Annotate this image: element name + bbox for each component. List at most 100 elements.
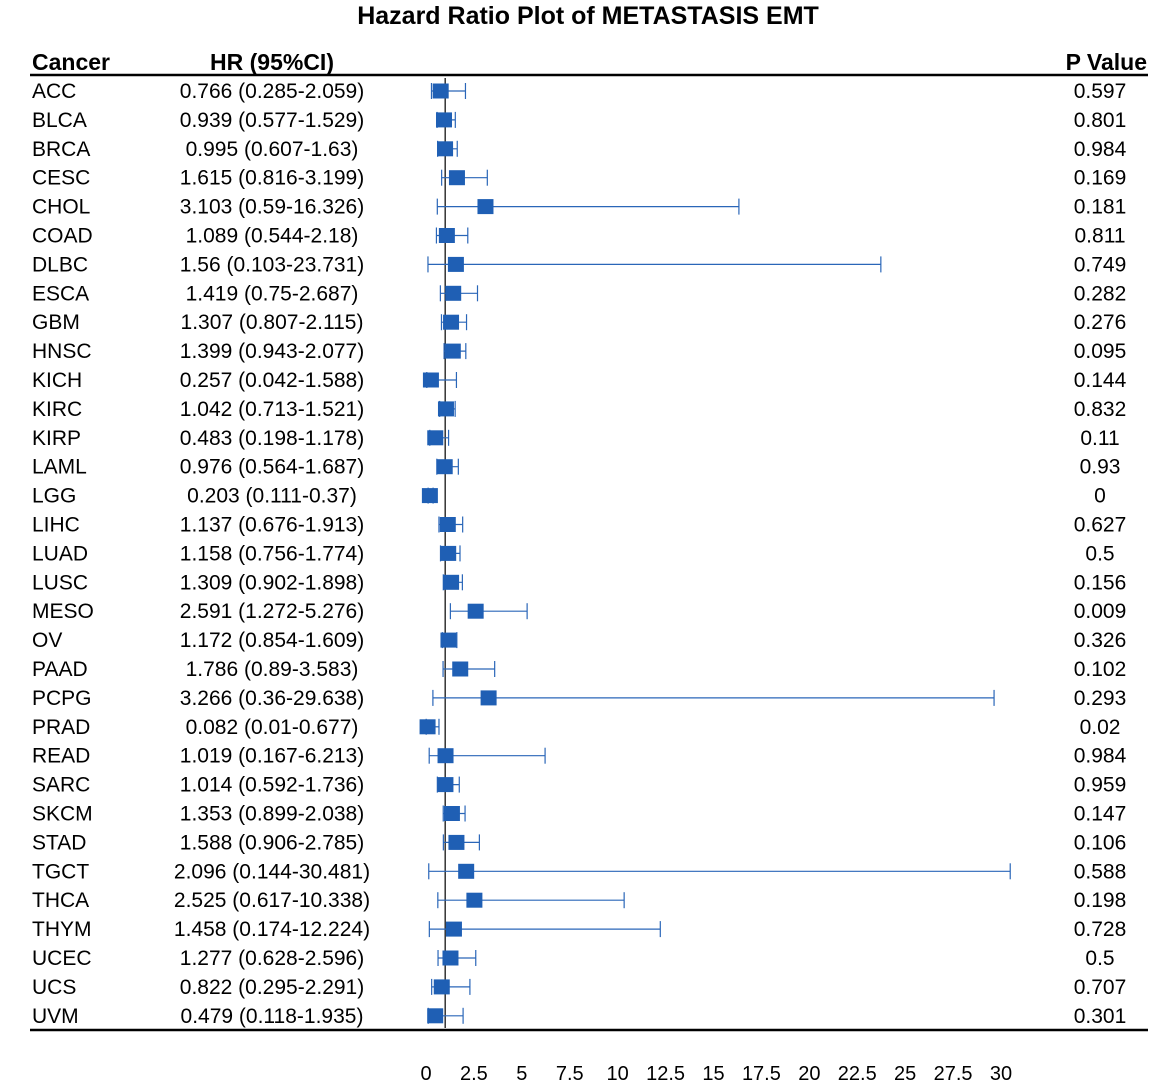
x-tick-label: 22.5 [838, 1063, 877, 1085]
hr-marker [419, 719, 436, 735]
hr-ci-text: 0.257 (0.042-1.588) [180, 369, 364, 392]
p-value: 0.106 [1074, 831, 1127, 854]
hr-marker [427, 1008, 444, 1024]
cancer-label: COAD [32, 225, 93, 248]
row-read: READ 1.019 (0.167-6.213) 0.984 [32, 745, 1127, 768]
p-value: 0.144 [1074, 369, 1127, 392]
x-tick-label: 5 [516, 1063, 527, 1085]
cancer-label: UVM [32, 1005, 79, 1028]
cancer-label: CESC [32, 167, 90, 190]
p-value: 0.832 [1074, 398, 1127, 421]
row-stad: STAD 1.588 (0.906-2.785) 0.106 [32, 831, 1126, 854]
cancer-label: OV [32, 629, 62, 652]
hr-ci-text: 1.089 (0.544-2.18) [186, 225, 359, 248]
p-value: 0.169 [1074, 167, 1127, 190]
hr-ci-text: 1.158 (0.756-1.774) [180, 542, 364, 565]
row-chol: CHOL 3.103 (0.59-16.326) 0.181 [32, 196, 1126, 219]
hr-ci-text: 1.419 (0.75-2.687) [186, 282, 359, 305]
hr-ci-text: 0.995 (0.607-1.63) [186, 138, 359, 161]
row-thym: THYM 1.458 (0.174-12.224) 0.728 [32, 918, 1126, 941]
x-tick-label: 2.5 [460, 1063, 488, 1085]
row-kirc: KIRC 1.042 (0.713-1.521) 0.832 [32, 398, 1126, 421]
hr-marker [443, 574, 460, 590]
hr-marker [448, 170, 465, 186]
hr-marker [467, 603, 484, 619]
cancer-label: KIRP [32, 427, 81, 450]
p-value: 0.293 [1074, 687, 1127, 710]
hr-ci-text: 0.766 (0.285-2.059) [180, 80, 364, 103]
hr-ci-text: 1.042 (0.713-1.521) [180, 398, 364, 421]
row-lusc: LUSC 1.309 (0.902-1.898) 0.156 [32, 571, 1126, 594]
cancer-label: READ [32, 745, 90, 768]
cancer-label: CHOL [32, 196, 90, 219]
hr-ci-text: 2.096 (0.144-30.481) [174, 860, 370, 883]
p-value: 0 [1094, 485, 1106, 508]
hr-ci-text: 2.591 (1.272-5.276) [180, 600, 364, 623]
p-value: 0.147 [1074, 803, 1127, 826]
p-value: 0.11 [1080, 427, 1119, 450]
x-tick-label: 12.5 [646, 1063, 685, 1085]
hr-marker [439, 517, 456, 532]
hr-marker [436, 459, 453, 475]
row-coad: COAD 1.089 (0.544-2.18) 0.811 [32, 225, 1126, 248]
hr-marker [437, 777, 454, 793]
hr-ci-text: 1.307 (0.807-2.115) [181, 311, 364, 334]
hr-ci-text: 1.786 (0.89-3.583) [186, 658, 359, 681]
hr-marker [445, 285, 462, 301]
row-lgg: LGG 0.203 (0.111-0.37) 0 [32, 485, 1106, 508]
hr-marker [433, 979, 450, 995]
row-laml: LAML 0.976 (0.564-1.687) 0.93 [32, 456, 1120, 479]
x-tick-label: 25 [894, 1063, 916, 1085]
row-ov: OV 1.172 (0.854-1.609) 0.326 [32, 629, 1126, 652]
cancer-label: UCEC [32, 947, 92, 970]
hr-ci-text: 1.172 (0.854-1.609) [180, 629, 364, 652]
cancer-label: ACC [32, 80, 76, 103]
x-tick-label: 10 [607, 1063, 629, 1085]
row-skcm: SKCM 1.353 (0.899-2.038) 0.147 [32, 803, 1126, 826]
row-cesc: CESC 1.615 (0.816-3.199) 0.169 [32, 167, 1126, 190]
hr-marker [480, 690, 497, 706]
x-tick-label: 30 [990, 1063, 1012, 1085]
cancer-label: THCA [32, 889, 89, 912]
cancer-label: KIRC [32, 398, 82, 421]
hr-marker [448, 834, 465, 850]
row-blca: BLCA 0.939 (0.577-1.529) 0.801 [32, 109, 1126, 132]
cancer-label: PAAD [32, 658, 88, 681]
row-acc: ACC 0.766 (0.285-2.059) 0.597 [32, 80, 1126, 103]
hr-marker [432, 83, 449, 99]
hr-ci-text: 0.483 (0.198-1.178) [180, 427, 364, 450]
hr-ci-text: 1.458 (0.174-12.224) [174, 918, 370, 941]
p-value: 0.959 [1074, 774, 1127, 797]
cancer-label: THYM [32, 918, 92, 941]
p-value: 0.156 [1074, 571, 1127, 594]
hr-ci-text: 1.309 (0.902-1.898) [180, 571, 364, 594]
hr-ci-text: 1.137 (0.676-1.913) [180, 514, 364, 537]
p-value: 0.984 [1074, 745, 1127, 768]
row-prad: PRAD 0.082 (0.01-0.677) 0.02 [32, 716, 1120, 739]
p-value: 0.276 [1074, 311, 1127, 334]
cancer-label: ESCA [32, 282, 89, 305]
hr-marker [443, 806, 460, 821]
hr-marker [435, 112, 452, 128]
cancer-label: TGCT [32, 860, 89, 883]
row-luad: LUAD 1.158 (0.756-1.774) 0.5 [32, 542, 1115, 565]
p-value: 0.102 [1074, 658, 1127, 681]
hr-marker [444, 343, 461, 359]
header-hr: HR (95%CI) [210, 49, 334, 75]
hr-marker [437, 401, 454, 417]
hr-marker [422, 372, 439, 388]
x-tick-label: 27.5 [934, 1063, 973, 1085]
row-gbm: GBM 1.307 (0.807-2.115) 0.276 [32, 311, 1126, 334]
header-p-value: P Value [1066, 49, 1147, 75]
row-hnsc: HNSC 1.399 (0.943-2.077) 0.095 [32, 340, 1126, 363]
p-value: 0.009 [1074, 600, 1127, 623]
cancer-label: SARC [32, 774, 90, 797]
hr-marker [447, 256, 464, 272]
cancer-label: SKCM [32, 803, 93, 826]
hr-ci-text: 1.588 (0.906-2.785) [180, 831, 364, 854]
hr-marker [452, 661, 469, 677]
cancer-label: HNSC [32, 340, 92, 363]
cancer-label: MESO [32, 600, 94, 623]
hr-ci-text: 2.525 (0.617-10.338) [174, 889, 370, 912]
